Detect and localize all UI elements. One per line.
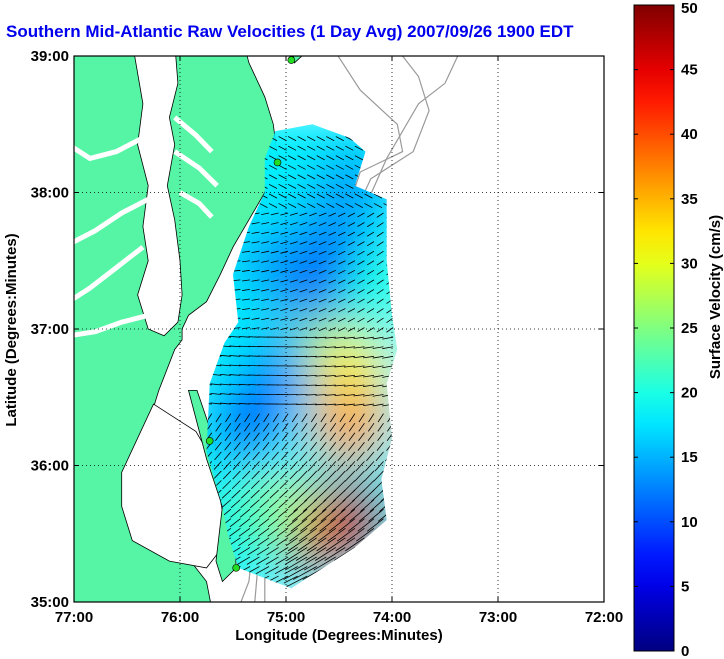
colorbar-label: Surface Velocity (cm/s) [707,215,724,379]
colorbar-tick-label: 40 [681,126,698,143]
field-sample [343,250,398,327]
x-tick-label: 74:00 [373,609,411,626]
colorbar-tick-label: 45 [681,62,698,79]
x-tick-label: 72:00 [585,609,623,626]
river [74,197,150,245]
field-sample [216,482,293,559]
colorbar-tick-label: 35 [681,191,698,208]
river [74,312,149,338]
river [74,135,145,162]
x-axis-ticks: 77:00 76:00 75:00 74:00 73:00 72:00 [55,56,623,626]
station-marker [273,158,282,167]
station-markers [205,56,296,572]
colorbar-tick-label: 50 [681,0,698,17]
y-tick-label: 36:00 [31,458,69,475]
colorbar-tick-label: 5 [681,578,689,595]
colorbar-tick-label: 15 [681,449,698,466]
station-marker [232,564,240,572]
chesapeake-bay [134,56,183,337]
x-tick-label: 77:00 [55,609,93,626]
chart-title: Southern Mid-Atlantic Raw Velocities (1 … [6,22,574,41]
river [178,190,214,219]
y-tick-label: 37:00 [31,321,69,338]
field-sample [237,222,314,299]
colorbar-tick-label: 20 [681,385,698,402]
colorbar-tick-label: 10 [681,514,698,531]
x-tick-label: 75:00 [267,609,305,626]
x-tick-label: 73:00 [479,609,517,626]
y-tick-label: 35:00 [31,594,69,611]
y-tick-label: 38:00 [31,185,69,202]
y-tick-label: 39:00 [31,48,69,65]
x-tick-label: 76:00 [161,609,199,626]
cape-may [293,56,303,64]
colorbar-tick-label: 0 [681,643,689,659]
river [173,149,219,188]
river [173,115,214,154]
y-axis-ticks: 39:00 38:00 37:00 36:00 35:00 [31,48,604,611]
field-sample [311,331,388,408]
colorbar-tick-label: 30 [681,255,698,272]
colorbar [633,4,675,652]
station-marker [205,437,214,445]
field-sample [311,386,388,463]
river [74,245,145,302]
station-marker [287,56,296,64]
y-axis-label: Latitude (Degrees:Minutes) [3,233,20,426]
grid-lines [74,56,604,602]
colorbar-tick-label: 25 [681,320,698,337]
x-axis-label: Longitude (Degrees:Minutes) [235,627,443,644]
